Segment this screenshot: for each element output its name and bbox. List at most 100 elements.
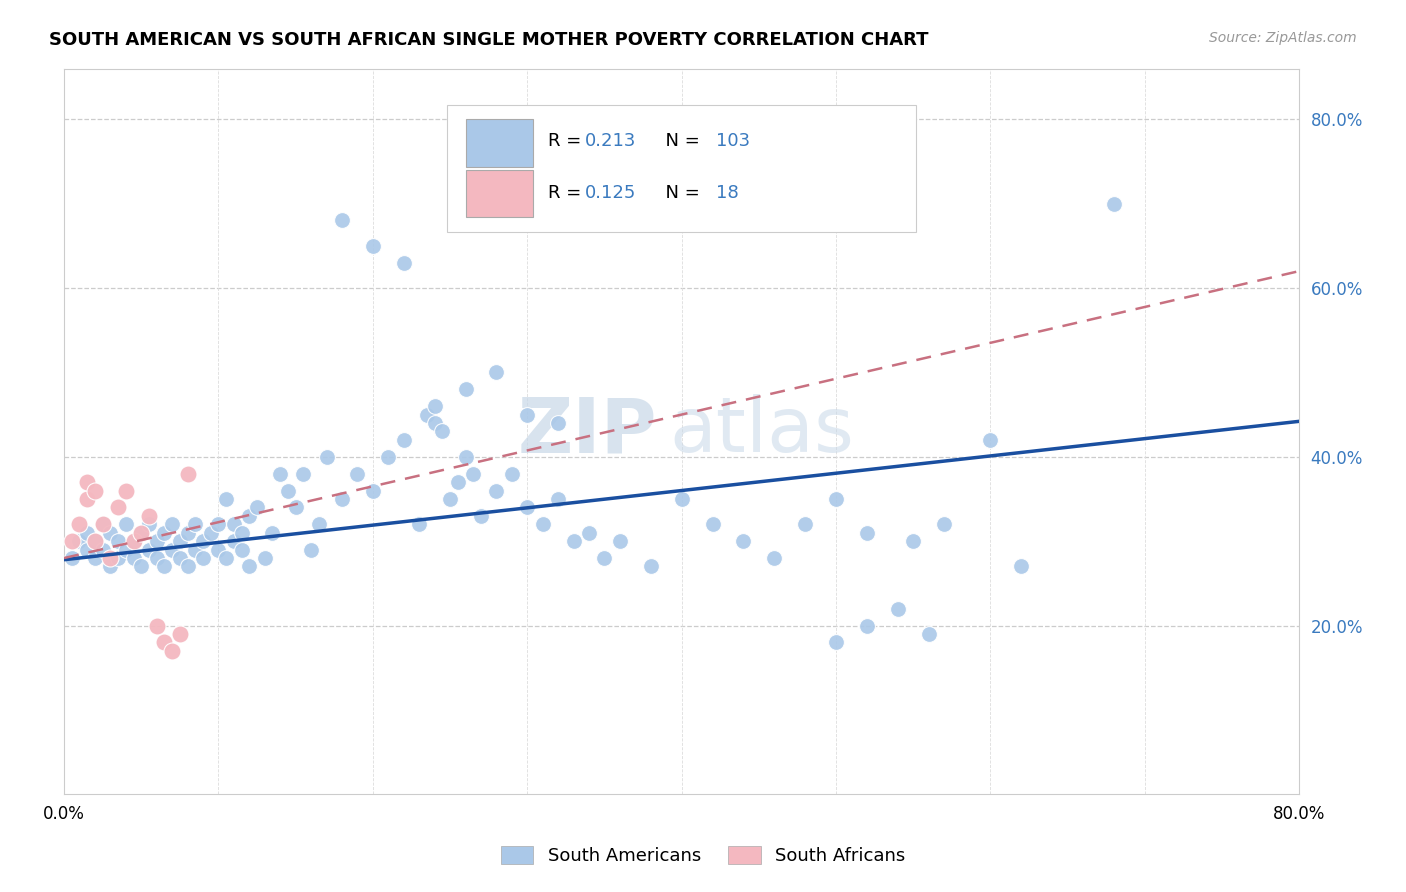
Point (91, 542, 114, 557)
Point (200, 525, 222, 540)
Text: ZIP: ZIP (517, 394, 657, 468)
Point (100, 551, 122, 566)
Text: R =: R = (548, 185, 588, 202)
Point (733, 534, 755, 549)
Point (485, 365, 508, 379)
Text: N =: N = (654, 132, 706, 150)
Point (100, 559, 122, 574)
Point (330, 213, 353, 227)
FancyBboxPatch shape (447, 105, 917, 232)
Point (501, 467, 523, 481)
Point (432, 425, 454, 439)
Point (169, 551, 191, 566)
Point (979, 433, 1001, 447)
Point (702, 517, 724, 532)
Point (231, 525, 253, 540)
Point (107, 534, 129, 549)
Point (184, 517, 207, 532)
Point (191, 534, 214, 549)
Point (176, 467, 198, 481)
Point (315, 450, 337, 464)
Point (231, 542, 253, 557)
Point (547, 416, 569, 430)
Point (207, 542, 229, 557)
Point (122, 534, 145, 549)
Point (129, 525, 152, 540)
Point (176, 559, 198, 574)
Point (114, 483, 136, 498)
Point (176, 525, 198, 540)
Point (129, 559, 152, 574)
Point (671, 491, 693, 506)
Point (84, 551, 107, 566)
Text: 0.125: 0.125 (585, 185, 637, 202)
Point (160, 644, 183, 658)
Text: atlas: atlas (669, 394, 855, 468)
Text: 18: 18 (716, 185, 740, 202)
Text: SOUTH AMERICAN VS SOUTH AFRICAN SINGLE MOTHER POVERTY CORRELATION CHART: SOUTH AMERICAN VS SOUTH AFRICAN SINGLE M… (49, 31, 929, 49)
Point (184, 542, 207, 557)
Point (299, 542, 322, 557)
Point (69, 534, 91, 549)
Point (207, 517, 229, 532)
Point (145, 551, 167, 566)
Text: Source: ZipAtlas.com: Source: ZipAtlas.com (1209, 31, 1357, 45)
Point (138, 542, 160, 557)
Point (114, 517, 136, 532)
Point (100, 525, 122, 540)
Point (169, 627, 191, 641)
Point (825, 491, 848, 506)
Point (1010, 559, 1032, 574)
Point (169, 534, 191, 549)
Point (640, 559, 662, 574)
Point (222, 534, 245, 549)
Point (277, 483, 299, 498)
Point (107, 551, 129, 566)
Point (423, 399, 446, 413)
Point (215, 551, 238, 566)
Point (191, 551, 214, 566)
Legend: South Americans, South Africans: South Americans, South Africans (492, 837, 914, 874)
Point (330, 491, 353, 506)
Point (361, 239, 384, 253)
Point (145, 534, 167, 549)
Point (269, 467, 291, 481)
Point (76, 542, 98, 557)
Point (377, 450, 399, 464)
Point (516, 408, 538, 422)
Text: R =: R = (548, 132, 588, 150)
Point (454, 382, 477, 396)
Point (392, 255, 415, 269)
Point (138, 508, 160, 523)
Point (825, 635, 848, 649)
Point (392, 433, 415, 447)
Point (361, 483, 384, 498)
Text: N =: N = (654, 185, 706, 202)
Point (562, 534, 585, 549)
Point (122, 551, 145, 566)
Point (122, 534, 145, 549)
Point (60, 551, 83, 566)
Point (609, 534, 631, 549)
Point (238, 559, 260, 574)
Point (84, 534, 107, 549)
Point (408, 517, 430, 532)
Point (262, 525, 284, 540)
Point (423, 416, 446, 430)
Point (763, 551, 786, 566)
Point (76, 475, 98, 489)
Point (284, 500, 307, 515)
Point (153, 635, 176, 649)
Point (138, 517, 160, 532)
Point (593, 551, 616, 566)
Point (346, 467, 368, 481)
Point (153, 559, 176, 574)
Point (84, 483, 107, 498)
Point (91, 517, 114, 532)
Point (934, 517, 956, 532)
Point (76, 491, 98, 506)
Point (1102, 196, 1125, 211)
Point (238, 508, 260, 523)
Point (856, 525, 879, 540)
Point (887, 601, 910, 615)
